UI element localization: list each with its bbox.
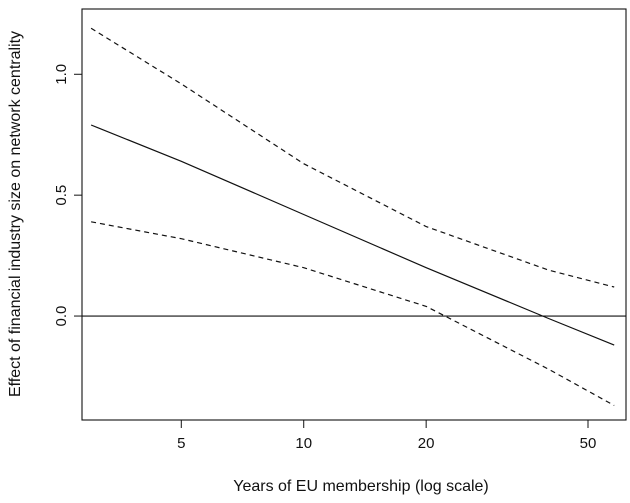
series-layer — [82, 27, 626, 407]
x-tick-label-50: 50 — [580, 435, 597, 452]
x-axis: 5 10 20 50 — [177, 420, 596, 452]
y-tick-label-0.0: 0.0 — [53, 306, 70, 327]
x-tick-label-20: 20 — [418, 435, 435, 452]
y-tick-label-1.0: 1.0 — [53, 64, 70, 85]
x-tick-label-5: 5 — [177, 435, 185, 452]
lower-bound-line — [90, 221, 615, 407]
y-tick-label-0.5: 0.5 — [53, 185, 70, 206]
estimate-line — [90, 124, 615, 346]
y-axis-title: Effect of financial industry size on net… — [7, 31, 24, 397]
upper-bound-line — [90, 27, 615, 288]
x-tick-label-10: 10 — [295, 435, 312, 452]
x-axis-title: Years of EU membership (log scale) — [233, 478, 489, 495]
plot-frame — [81, 8, 627, 421]
y-axis: 0.0 0.5 1.0 — [53, 64, 82, 327]
